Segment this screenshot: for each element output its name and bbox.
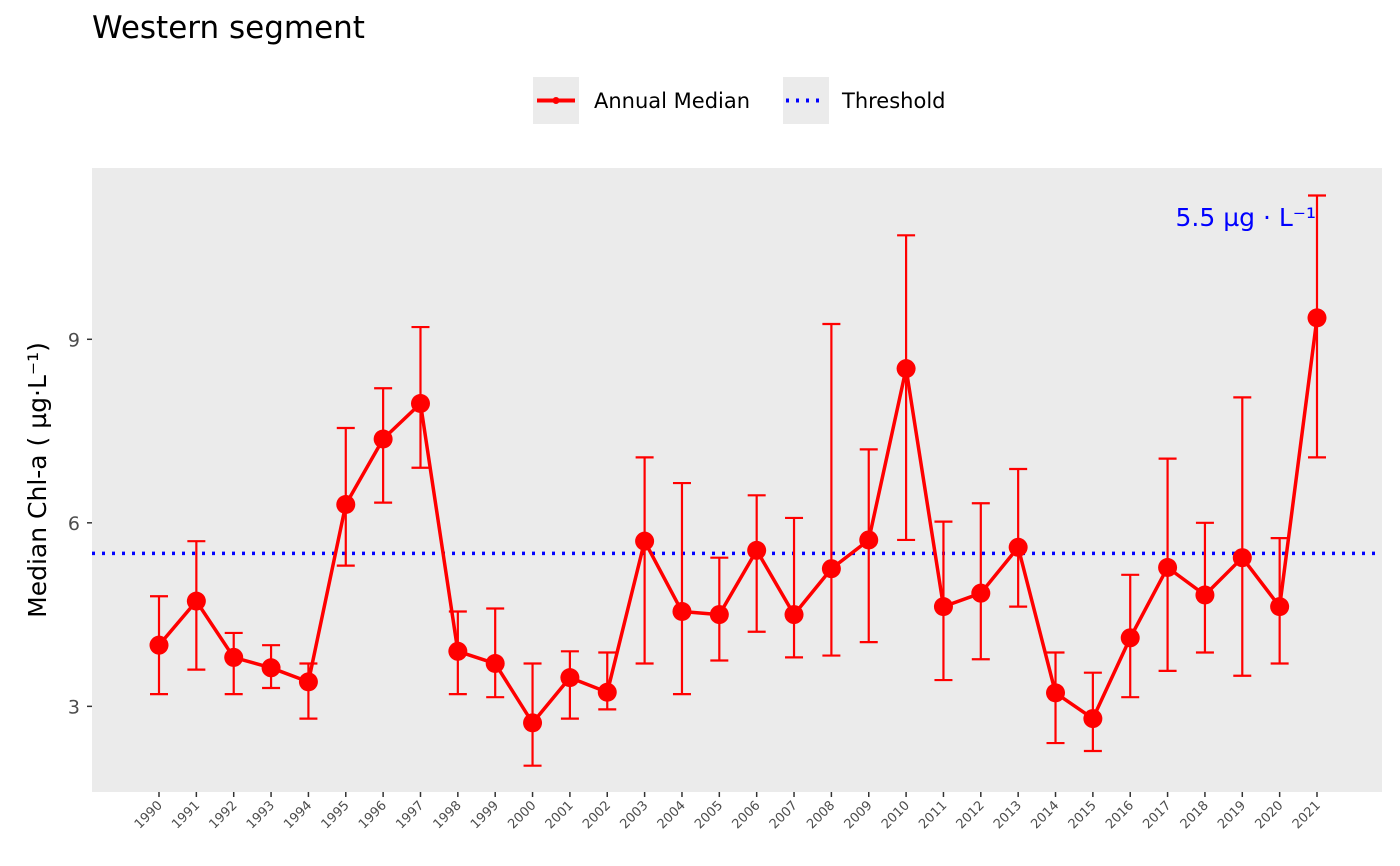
- error-bar-2007: [785, 516, 804, 659]
- y-tick-label-6: 6: [68, 513, 80, 535]
- x-axis: 1990 1991 1992 1993 1994 1995 1996 1997 1998 1999…: [132, 792, 1324, 832]
- x-tick-label-2020: 2020: [1252, 798, 1286, 832]
- x-tick-label-1993: 1993: [244, 798, 278, 832]
- y-axis-label: Median Chl-a ( µg·L⁻¹): [23, 342, 52, 618]
- error-bar-2008: [822, 322, 841, 657]
- point-2006: [747, 540, 767, 560]
- x-tick-label-2005: 2005: [692, 798, 726, 832]
- point-1990: [149, 635, 169, 655]
- x-tick-label-2010: 2010: [879, 798, 913, 832]
- x-tick-label-2001: 2001: [543, 798, 577, 832]
- point-1993: [261, 658, 281, 678]
- x-tick-label-2021: 2021: [1290, 798, 1324, 832]
- error-bar-2004: [672, 481, 691, 696]
- x-tick-label-2013: 2013: [991, 798, 1025, 832]
- point-1999: [485, 654, 505, 674]
- error-bar-1999: [486, 607, 505, 699]
- legend-label-median: Annual Median: [594, 89, 750, 113]
- point-2001: [560, 668, 580, 688]
- point-2018: [1195, 585, 1215, 605]
- point-2019: [1232, 548, 1252, 568]
- legend-label-threshold: Threshold: [841, 89, 946, 113]
- legend-key-median-point: [552, 97, 560, 104]
- threshold-annotation: 5.5 µg · L⁻¹: [1176, 203, 1316, 232]
- median-line: [157, 317, 1319, 725]
- x-tick-label-2002: 2002: [580, 798, 614, 832]
- x-tick-label-2009: 2009: [842, 798, 876, 832]
- x-tick-label-1995: 1995: [319, 798, 353, 832]
- legend: Annual Median Threshold: [533, 77, 946, 124]
- point-2012: [971, 583, 991, 603]
- x-tick-label-1994: 1994: [281, 798, 315, 832]
- x-tick-label-2017: 2017: [1140, 798, 1174, 832]
- point-2020: [1270, 597, 1290, 617]
- point-2002: [597, 682, 617, 702]
- point-1996: [373, 429, 393, 449]
- x-tick-label-1990: 1990: [132, 798, 166, 832]
- x-tick-label-1999: 1999: [468, 798, 502, 832]
- x-tick-label-1998: 1998: [431, 798, 465, 832]
- x-tick-label-1997: 1997: [393, 798, 427, 832]
- point-1995: [336, 494, 356, 514]
- chart-title: Western segment: [92, 10, 365, 46]
- x-tick-label-2019: 2019: [1215, 798, 1249, 832]
- error-bar-2019: [1233, 396, 1252, 677]
- x-tick-label-2018: 2018: [1178, 798, 1212, 832]
- point-2005: [709, 605, 729, 625]
- point-1992: [224, 647, 244, 667]
- point-2004: [672, 602, 692, 622]
- point-2013: [1008, 537, 1028, 557]
- point-2011: [933, 597, 953, 617]
- point-2008: [821, 559, 841, 579]
- point-2014: [1046, 683, 1066, 703]
- error-bar-2003: [635, 456, 654, 665]
- error-bar-2010: [897, 234, 916, 542]
- error-bar-2012: [971, 502, 990, 661]
- x-tick-label-2006: 2006: [729, 798, 763, 832]
- x-tick-label-2015: 2015: [1066, 798, 1100, 832]
- x-tick-label-2014: 2014: [1028, 798, 1062, 832]
- point-2009: [859, 530, 879, 550]
- x-tick-label-1992: 1992: [207, 798, 241, 832]
- median-points: [149, 308, 1327, 733]
- point-2015: [1083, 709, 1103, 729]
- median-series: [157, 317, 1319, 725]
- error-bar-2006: [747, 494, 766, 633]
- point-2017: [1158, 557, 1178, 577]
- x-tick-label-2003: 2003: [617, 798, 651, 832]
- point-2016: [1120, 628, 1140, 648]
- x-tick-label-2016: 2016: [1103, 798, 1137, 832]
- x-tick-label-2004: 2004: [655, 798, 689, 832]
- x-tick-label-2000: 2000: [505, 798, 539, 832]
- y-tick-label-3: 3: [68, 696, 80, 718]
- x-tick-label-2007: 2007: [767, 798, 801, 832]
- x-tick-label-2012: 2012: [954, 798, 988, 832]
- x-tick-label-2008: 2008: [804, 798, 838, 832]
- point-1997: [410, 394, 430, 414]
- x-tick-label-2011: 2011: [916, 798, 950, 832]
- point-2003: [635, 531, 655, 551]
- point-2010: [896, 359, 916, 379]
- point-1998: [448, 641, 468, 661]
- point-2021: [1307, 308, 1327, 328]
- point-2007: [784, 605, 804, 625]
- plot-panel: [92, 168, 1382, 792]
- y-axis: 3 6 9: [68, 329, 92, 718]
- y-tick-label-9: 9: [68, 329, 80, 351]
- point-2000: [523, 713, 543, 733]
- point-1994: [298, 672, 318, 692]
- x-tick-label-1996: 1996: [356, 798, 390, 832]
- x-tick-label-1991: 1991: [169, 798, 203, 832]
- point-1991: [186, 591, 206, 611]
